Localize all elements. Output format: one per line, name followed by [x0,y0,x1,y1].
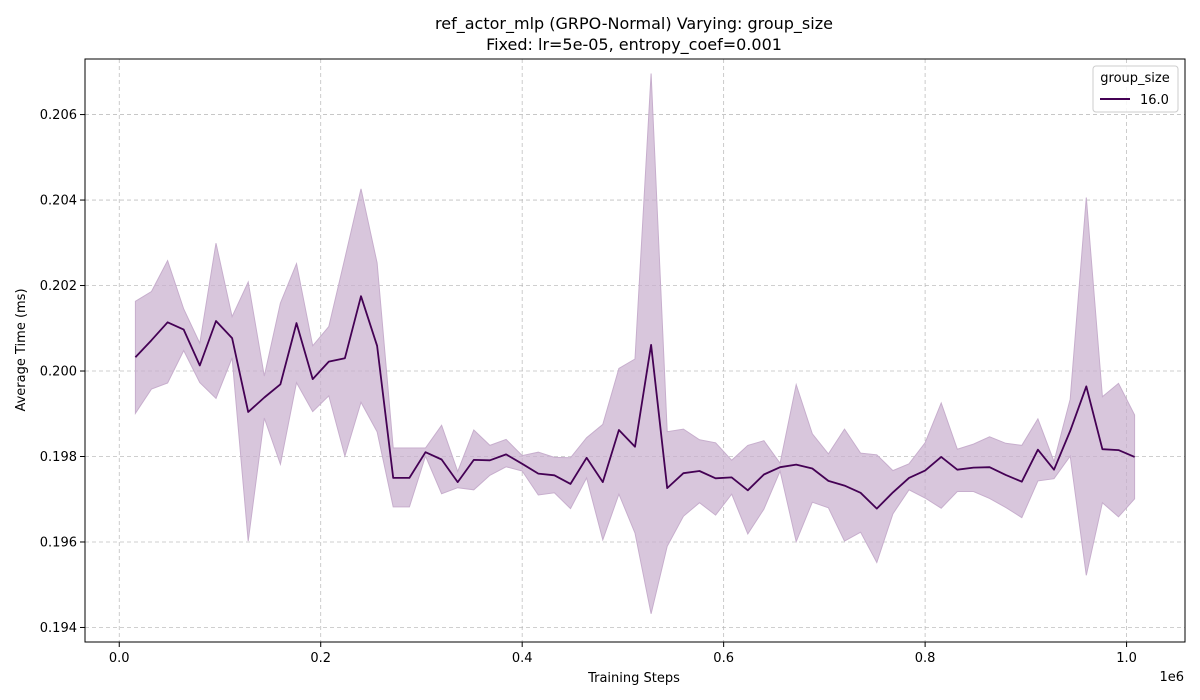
y-tick-label: 0.206 [40,108,77,123]
y-tick-label: 0.202 [40,279,77,294]
y-tick-label: 0.200 [40,365,77,380]
x-tick-label: 1.0 [1116,651,1137,666]
x-tick-label: 0.4 [512,651,533,666]
legend-title: group_size [1100,71,1169,86]
y-tick-label: 0.204 [40,194,77,209]
y-tick-label: 0.194 [40,621,77,636]
x-tick-label: 0.8 [915,651,936,666]
x-axis-ticks: 0.0 0.2 0.4 0.6 0.8 1.0 [109,642,1137,666]
chart-title-line2: Fixed: lr=5e-05, entropy_coef=0.001 [486,35,782,55]
series-lines [134,295,1135,510]
confidence-band [134,73,1136,614]
legend-box [1092,65,1179,113]
x-tick-label: 0.0 [109,651,130,666]
x-axis-offset-label: 1e6 [1159,670,1184,685]
y-axis-label: Average Time (ms) [14,288,29,411]
y-tick-label: 0.196 [40,535,77,550]
x-tick-label: 0.6 [713,651,734,666]
legend-entry-label: 16.0 [1140,93,1169,108]
legend: group_size 16.0 [1092,65,1179,113]
series-line [134,295,1135,510]
chart-title-line1: ref_actor_mlp (GRPO-Normal) Varying: gro… [435,14,833,34]
x-axis-label: Training Steps [587,671,680,686]
y-axis-ticks: 0.194 0.196 0.198 0.200 0.202 0.204 0.206 [40,108,85,636]
y-tick-label: 0.198 [40,450,77,465]
x-tick-label: 0.2 [310,651,331,666]
plot-area-frame [84,58,1186,643]
series-band [134,73,1136,614]
